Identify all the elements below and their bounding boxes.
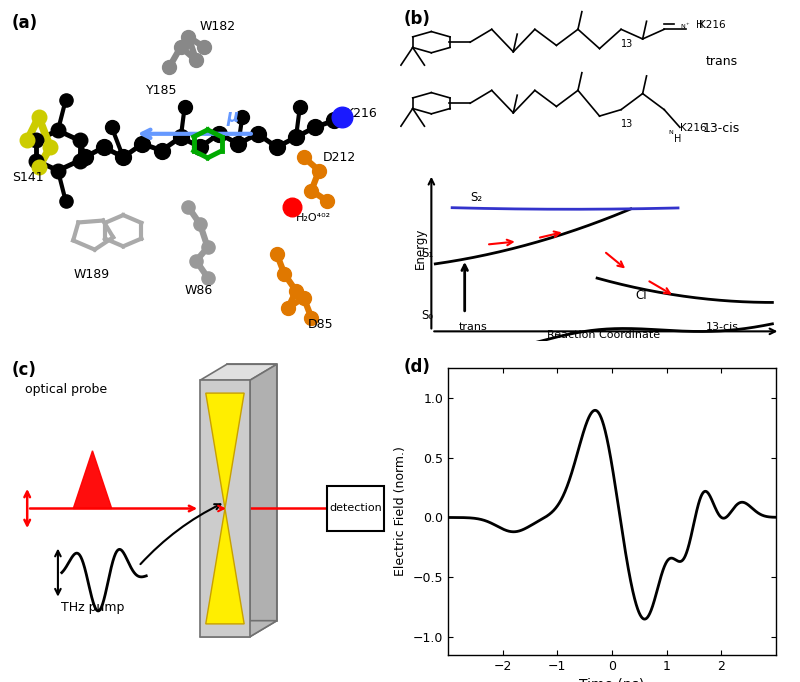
Point <box>44 142 57 153</box>
Text: W182: W182 <box>200 20 236 33</box>
Point <box>270 249 283 260</box>
Polygon shape <box>206 509 244 624</box>
Y-axis label: Electric Field (norm.): Electric Field (norm.) <box>394 447 407 576</box>
Point <box>328 115 341 126</box>
Point <box>30 135 42 146</box>
Point <box>298 152 310 163</box>
Point <box>278 269 291 280</box>
Point <box>73 135 86 146</box>
Text: Reaction Coordinate: Reaction Coordinate <box>547 330 661 340</box>
Point <box>286 202 298 213</box>
Polygon shape <box>200 364 277 381</box>
Polygon shape <box>74 451 112 509</box>
Text: (a): (a) <box>12 14 38 31</box>
Point <box>320 195 333 206</box>
Point <box>98 142 110 153</box>
Text: S₂: S₂ <box>470 191 482 204</box>
Text: detection: detection <box>329 503 382 514</box>
Point <box>174 42 187 53</box>
Text: H: H <box>674 134 682 144</box>
Text: W86: W86 <box>185 284 213 297</box>
Text: (d): (d) <box>404 358 431 376</box>
Point <box>305 186 318 196</box>
Text: $\mathregular{_{N^+}}$: $\mathregular{_{N^+}}$ <box>680 22 691 31</box>
Point <box>251 128 264 139</box>
Point <box>290 285 302 296</box>
Polygon shape <box>206 393 244 509</box>
Text: 13: 13 <box>621 39 634 49</box>
Point <box>59 195 72 206</box>
Text: H: H <box>695 20 703 30</box>
FancyBboxPatch shape <box>326 486 384 531</box>
Text: trans: trans <box>459 322 487 331</box>
Point <box>155 145 168 156</box>
Text: K216: K216 <box>346 107 378 120</box>
Text: optical probe: optical probe <box>25 383 106 396</box>
Point <box>232 138 245 149</box>
Text: CI: CI <box>635 289 647 302</box>
Point <box>32 162 45 173</box>
Text: S₁: S₁ <box>422 248 434 261</box>
Point <box>59 95 72 106</box>
Point <box>336 112 349 123</box>
X-axis label: Time (ps): Time (ps) <box>579 678 645 682</box>
Point <box>190 255 202 266</box>
Point <box>290 132 302 143</box>
Point <box>136 138 149 149</box>
Point <box>51 125 64 136</box>
Text: D212: D212 <box>323 151 356 164</box>
Polygon shape <box>227 364 277 621</box>
Point <box>78 152 91 163</box>
Text: 13-cis: 13-cis <box>706 322 738 331</box>
Point <box>30 155 42 166</box>
Point <box>198 42 210 53</box>
Point <box>163 61 176 72</box>
Point <box>236 112 249 123</box>
Text: K216: K216 <box>680 123 706 132</box>
Point <box>305 312 318 323</box>
Point <box>194 218 206 229</box>
Point <box>313 165 326 176</box>
Text: S₀: S₀ <box>422 308 434 321</box>
Point <box>21 135 34 146</box>
Text: Y185: Y185 <box>146 84 178 97</box>
Point <box>202 272 214 283</box>
Point <box>117 152 130 163</box>
Point <box>294 102 306 113</box>
Text: W189: W189 <box>74 267 110 280</box>
Text: μ: μ <box>227 108 239 126</box>
Point <box>194 142 206 153</box>
Point <box>178 102 191 113</box>
Text: K216: K216 <box>699 20 726 30</box>
Text: trans: trans <box>706 55 738 68</box>
Point <box>51 165 64 176</box>
Polygon shape <box>200 621 277 637</box>
Text: D85: D85 <box>307 318 333 331</box>
Text: (c): (c) <box>12 361 37 379</box>
Point <box>182 202 195 213</box>
Point <box>32 112 45 123</box>
Point <box>182 31 195 42</box>
Polygon shape <box>250 364 277 637</box>
Point <box>270 142 283 153</box>
Text: H₂O⁴⁰²: H₂O⁴⁰² <box>296 213 331 223</box>
Point <box>282 302 294 313</box>
Text: 13: 13 <box>621 119 634 130</box>
Text: Energy: Energy <box>414 227 426 269</box>
Point <box>202 242 214 253</box>
Point <box>174 132 187 143</box>
Point <box>73 155 86 166</box>
Point <box>190 55 202 65</box>
Text: 13-cis: 13-cis <box>703 122 740 135</box>
Point <box>298 292 310 303</box>
Point <box>309 121 322 132</box>
Text: $\mathregular{_{N}}$: $\mathregular{_{N}}$ <box>668 128 674 137</box>
Text: (b): (b) <box>404 10 430 28</box>
Point <box>213 128 226 139</box>
Text: THz pump: THz pump <box>61 601 124 614</box>
Text: S141: S141 <box>12 170 43 183</box>
Polygon shape <box>200 381 250 637</box>
Point <box>106 121 118 132</box>
